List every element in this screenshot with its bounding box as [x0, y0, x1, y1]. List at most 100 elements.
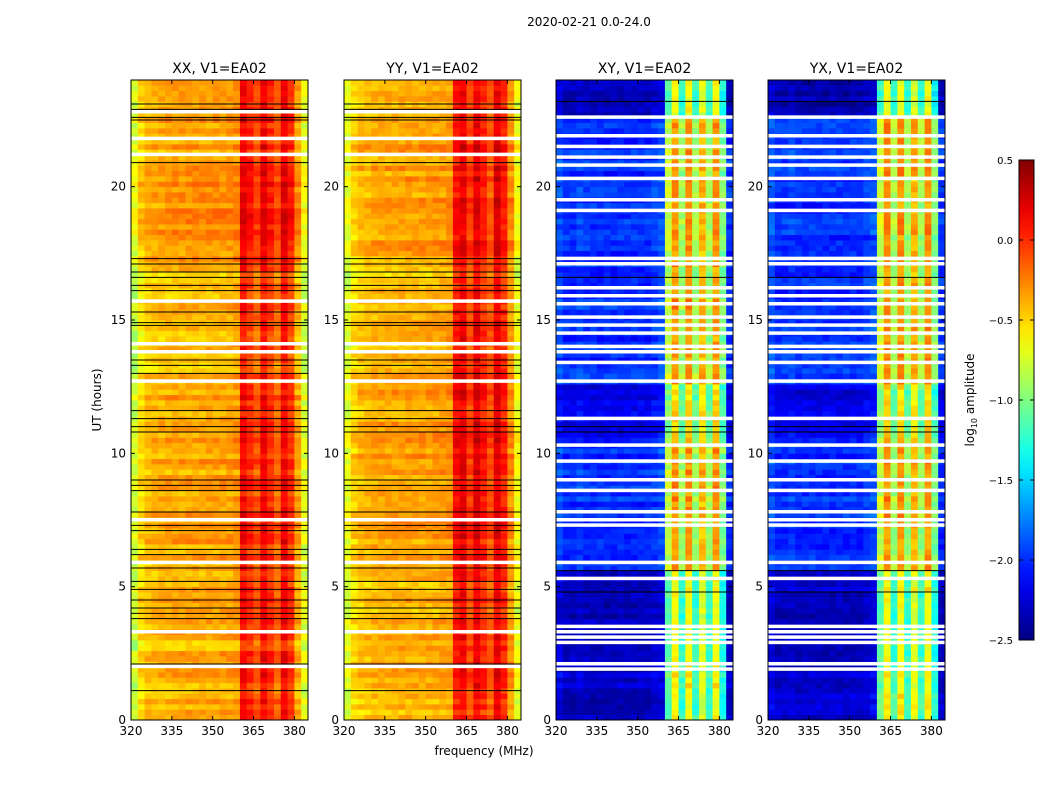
heatmap-cell: [226, 555, 233, 561]
heatmap-cell: [131, 683, 138, 689]
heatmap-cell: [165, 496, 172, 502]
heatmap-cell: [501, 533, 508, 539]
heatmap-cell: [233, 384, 240, 390]
heatmap-cell: [206, 496, 213, 502]
heatmap-cell: [172, 176, 179, 182]
heatmap-cell: [254, 395, 261, 401]
heatmap-cell: [281, 683, 288, 689]
heatmap-cell: [288, 539, 295, 545]
heatmap-cell: [260, 251, 267, 257]
heatmap-cell: [364, 395, 371, 401]
heatmap-cell: [507, 411, 514, 417]
heatmap-cell: [165, 336, 172, 342]
heatmap-cell: [344, 709, 351, 715]
heatmap-cell: [398, 539, 405, 545]
heatmap-cell: [439, 683, 446, 689]
heatmap-cell: [260, 453, 267, 459]
heatmap-cell: [433, 640, 440, 646]
heatmap-cell: [301, 437, 308, 443]
heatmap-cell: [151, 336, 158, 342]
heatmap-cell: [364, 581, 371, 587]
heatmap-cell: [453, 491, 460, 497]
heatmap-cell: [172, 581, 179, 587]
heatmap-cell: [288, 144, 295, 150]
heatmap-cell: [254, 459, 261, 465]
heatmap-cell: [267, 240, 274, 246]
heatmap-cell: [288, 229, 295, 235]
heatmap-cell: [288, 432, 295, 438]
heatmap-cell: [131, 240, 138, 246]
heatmap-cell: [371, 491, 378, 497]
heatmap-cell: [254, 331, 261, 337]
heatmap-cell: [385, 411, 392, 417]
heatmap-cell: [233, 709, 240, 715]
heatmap-cell: [206, 443, 213, 449]
heatmap-cell: [240, 187, 247, 193]
heatmap-cell: [213, 501, 220, 507]
heatmap-cell: [172, 389, 179, 395]
heatmap-cell: [358, 533, 365, 539]
heatmap-cell: [254, 651, 261, 657]
heatmap-cell: [158, 624, 165, 630]
heatmap-cell: [165, 581, 172, 587]
heatmap-cell: [151, 208, 158, 214]
heatmap-cell: [371, 501, 378, 507]
heatmap-cell: [247, 496, 254, 502]
heatmap-cell: [254, 453, 261, 459]
heatmap-cell: [364, 677, 371, 683]
heatmap-cell: [371, 384, 378, 390]
heatmap-cell: [185, 395, 192, 401]
heatmap-cell: [254, 400, 261, 406]
heatmap-cell: [288, 80, 295, 86]
heatmap-cell: [138, 304, 145, 310]
heatmap-cell: [301, 624, 308, 630]
heatmap-cell: [165, 235, 172, 241]
heatmap-cell: [192, 315, 199, 321]
heatmap-cell: [192, 219, 199, 225]
heatmap-cell: [233, 411, 240, 417]
heatmap-cell: [446, 432, 453, 438]
heatmap-cell: [288, 91, 295, 97]
heatmap-cell: [158, 171, 165, 177]
heatmap-cell: [151, 709, 158, 715]
heatmap-cell: [240, 432, 247, 438]
heatmap-cell: [233, 304, 240, 310]
heatmap-cell: [220, 571, 227, 577]
heatmap-cell: [371, 645, 378, 651]
heatmap-cell: [138, 448, 145, 454]
heatmap-cell: [254, 704, 261, 710]
heatmap-cell: [507, 555, 514, 561]
heatmap-cell: [226, 91, 233, 97]
heatmap-cell: [151, 181, 158, 187]
heatmap-cell: [398, 384, 405, 390]
heatmap-cell: [260, 208, 267, 214]
heatmap-cell: [494, 469, 501, 475]
heatmap-cell: [247, 571, 254, 577]
heatmap-cell: [138, 144, 145, 150]
heatmap-cell: [151, 581, 158, 587]
heatmap-cell: [507, 704, 514, 710]
heatmap-cell: [260, 645, 267, 651]
heatmap-cell: [199, 304, 206, 310]
heatmap-cell: [426, 581, 433, 587]
heatmap-cell: [494, 709, 501, 715]
heatmap-cell: [405, 656, 412, 662]
heatmap-cell: [220, 645, 227, 651]
heatmap-cell: [405, 459, 412, 465]
heatmap-cell: [398, 555, 405, 561]
flagged-row: [131, 561, 308, 565]
heatmap-cell: [267, 80, 274, 86]
heatmap-cell: [254, 592, 261, 598]
heatmap-cell: [267, 245, 274, 251]
heatmap-cell: [145, 469, 152, 475]
heatmap-cell: [412, 619, 419, 625]
heatmap-cell: [426, 496, 433, 502]
heatmap-cell: [507, 656, 514, 662]
heatmap-cell: [433, 464, 440, 470]
heatmap-cell: [233, 443, 240, 449]
heatmap-cell: [487, 459, 494, 465]
heatmap-cell: [131, 197, 138, 203]
heatmap-cell: [172, 619, 179, 625]
heatmap-cell: [294, 677, 301, 683]
heatmap-cell: [247, 277, 254, 283]
